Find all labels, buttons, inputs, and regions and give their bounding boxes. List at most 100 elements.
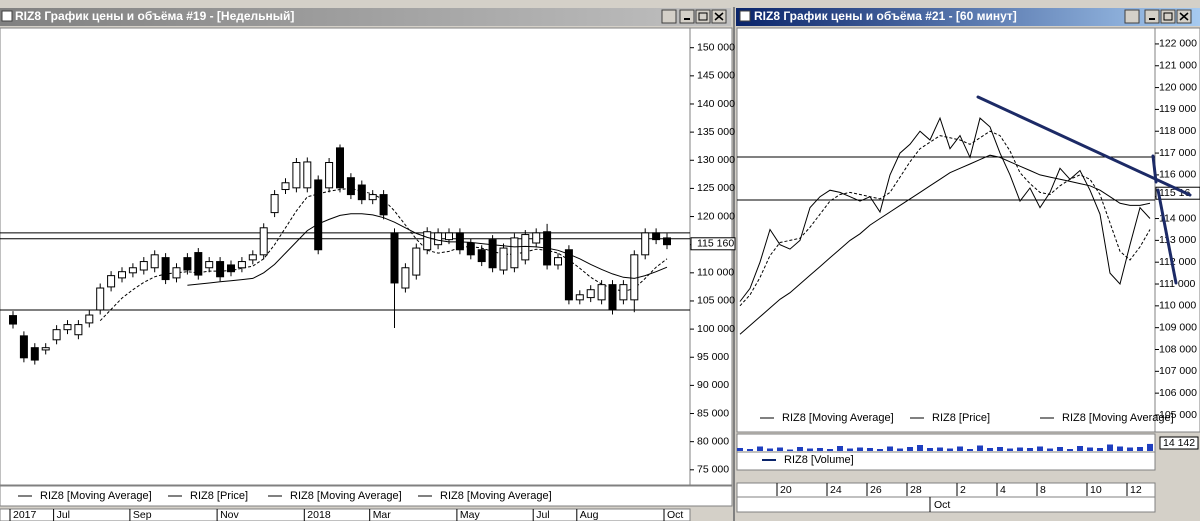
minimize-button[interactable] — [679, 9, 695, 24]
candle-body — [423, 231, 432, 251]
y-tick-label: 122 000 — [1159, 38, 1197, 50]
volume-bar — [937, 447, 943, 451]
y-tick-label: 108 000 — [1159, 343, 1197, 355]
volume-bar — [747, 449, 753, 451]
series-line — [739, 130, 1151, 307]
buttons-left — [661, 9, 727, 24]
titlebar-left — [0, 8, 731, 26]
candle-body — [346, 177, 355, 196]
x-tick-label: 2 — [960, 484, 966, 496]
volume-bar — [1067, 449, 1073, 451]
volume-bar — [877, 449, 883, 451]
top-strip — [0, 0, 1200, 7]
legend-left — [0, 485, 733, 507]
titlebar-right — [736, 8, 1200, 26]
icon — [1163, 12, 1173, 21]
trendline — [1151, 154, 1158, 184]
legend-label: RIZ8 [Moving Average] — [782, 412, 894, 424]
xaxis-left — [0, 508, 691, 521]
y-tick-label: 145 000 — [697, 70, 735, 82]
volume-legend — [736, 451, 1156, 471]
volume-bar — [907, 447, 913, 451]
candle-body — [379, 194, 388, 216]
candle-body — [608, 284, 617, 311]
y-tick-label: 95 000 — [697, 351, 729, 363]
candle-body — [183, 257, 192, 271]
candle-body — [172, 267, 181, 279]
volume-bar — [1127, 447, 1133, 451]
y-tick-label: 110 000 — [697, 267, 734, 279]
pin-button[interactable] — [1124, 9, 1140, 24]
candle-body — [455, 232, 464, 251]
candle-body — [194, 252, 203, 276]
candle-body — [390, 232, 399, 284]
candle-body — [9, 315, 17, 325]
legend-label: RIZ8 [Moving Average] — [440, 490, 552, 502]
legend-label: RIZ8 [Price] — [932, 412, 990, 424]
y-tick-label: 100 000 — [697, 323, 735, 335]
volume-bar — [887, 446, 893, 451]
candle-body — [128, 267, 137, 274]
volume-bar — [857, 447, 863, 451]
legend-label: RIZ8 [Moving Average] — [1062, 412, 1174, 424]
candle-body — [357, 184, 366, 201]
volume-bar — [737, 448, 743, 451]
candle-body — [118, 271, 126, 279]
x-tick-label: Aug — [580, 509, 599, 521]
legend-label: RIZ8 [Moving Average] — [290, 490, 402, 502]
y-tick-label: 110 000 — [1159, 300, 1196, 312]
candle-body — [401, 267, 410, 289]
candle-body — [292, 162, 301, 189]
volume-bar — [827, 449, 833, 451]
candle-body — [532, 232, 541, 244]
candle-body — [488, 239, 497, 269]
candle-body — [107, 275, 116, 288]
y-tick-label: 116 000 — [1159, 169, 1196, 181]
candle-body — [499, 247, 508, 271]
buttons-right — [1124, 9, 1192, 24]
candle-body — [303, 161, 312, 189]
volume-bar — [847, 448, 853, 451]
candle-body — [270, 194, 279, 214]
maximize-button[interactable] — [695, 9, 711, 24]
y-tick-label: 105 000 — [697, 295, 735, 307]
maximize-button[interactable] — [1160, 9, 1176, 24]
volume-bar — [797, 447, 803, 451]
x-tick-label: 24 — [830, 484, 842, 496]
volume-bar — [1087, 447, 1093, 451]
candle-body — [477, 249, 486, 263]
series-line — [739, 116, 1151, 302]
x-tick-label: 2018 — [307, 509, 331, 521]
candle-body — [30, 347, 39, 361]
candle-body — [41, 347, 50, 351]
icon — [714, 12, 724, 21]
y-tick-label: 90 000 — [697, 379, 729, 391]
volume-bar — [1027, 448, 1033, 451]
volume-bar — [867, 448, 873, 451]
x-tick-label: 28 — [910, 484, 922, 496]
y-tick-label: 130 000 — [697, 154, 735, 166]
volume-bar — [757, 446, 763, 451]
x-tick-label: 2017 — [13, 509, 37, 521]
volume-last-label: 14 142 — [1163, 437, 1195, 449]
candle-body — [368, 194, 377, 201]
volume-bar — [897, 448, 903, 451]
volume-bar — [1117, 446, 1123, 451]
candle-body — [63, 324, 72, 331]
y-tick-label: 75 000 — [697, 464, 729, 476]
candle-body — [19, 335, 28, 359]
candle-body — [248, 254, 257, 261]
minimize-button[interactable] — [1144, 9, 1160, 24]
candle-body — [96, 287, 105, 311]
candle-body — [85, 314, 94, 324]
window-icon — [1, 10, 13, 22]
candle-body — [281, 182, 290, 191]
candle-body — [466, 242, 475, 256]
x-tick-label: 4 — [1000, 484, 1006, 496]
volume-bar — [1097, 448, 1103, 451]
pin-button[interactable] — [661, 9, 677, 24]
candle-body — [412, 247, 421, 276]
volume-last-box — [1159, 436, 1199, 450]
y-tick-label: 85 000 — [697, 407, 729, 419]
